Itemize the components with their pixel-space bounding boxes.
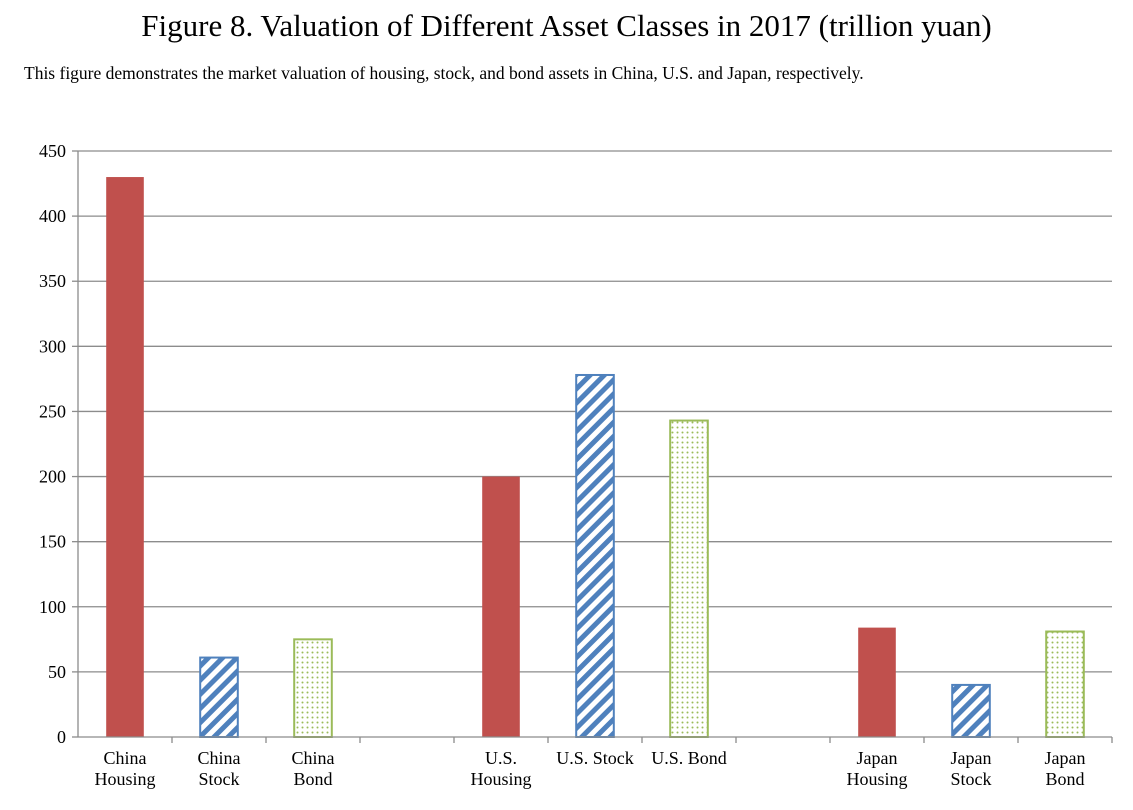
x-category-label: U.S. [485,748,517,768]
x-category-label: Stock [950,769,991,789]
chart-subtitle: This figure demonstrates the market valu… [24,63,864,83]
y-tick-label: 100 [39,597,66,617]
x-category-label: Japan [951,748,992,768]
x-category-label: U.S. Bond [651,748,727,768]
bar-housing [106,177,144,738]
y-tick-label: 450 [39,141,66,161]
x-category-label: Housing [94,769,155,789]
bar-bond [293,638,333,738]
x-category-label: Japan [1045,748,1086,768]
y-tick-label: 300 [39,336,66,356]
axes [72,150,1113,743]
y-tick-label: 350 [39,271,66,291]
x-category-label: Housing [470,769,531,789]
bar-bond [669,419,709,738]
x-category-label: China [198,748,241,768]
x-category-label: Bond [1045,769,1084,789]
x-category-label: Bond [293,769,332,789]
bar-stock [575,373,615,738]
y-tick-label: 200 [39,467,66,487]
x-category-label: Stock [198,769,239,789]
bar-stock [951,683,991,739]
y-tick-label: 150 [39,532,66,552]
bar-housing [482,476,520,737]
bar-housing [858,627,896,737]
y-tick-label: 0 [57,727,66,747]
x-category-label: China [292,748,335,768]
y-tick-label: 250 [39,401,66,421]
x-category-label: Housing [846,769,907,789]
bar-stock [199,656,239,739]
y-tick-label: 50 [48,662,66,682]
x-category-label: U.S. Stock [556,748,634,768]
tick-labels: 050100150200250300350400450ChinaHousingC… [39,141,1085,789]
bar-bond [1045,630,1085,739]
x-category-label: China [104,748,147,768]
y-tick-label: 400 [39,206,66,226]
x-category-label: Japan [857,748,898,768]
bars [106,177,1085,739]
chart-title: Figure 8. Valuation of Different Asset C… [141,8,992,43]
